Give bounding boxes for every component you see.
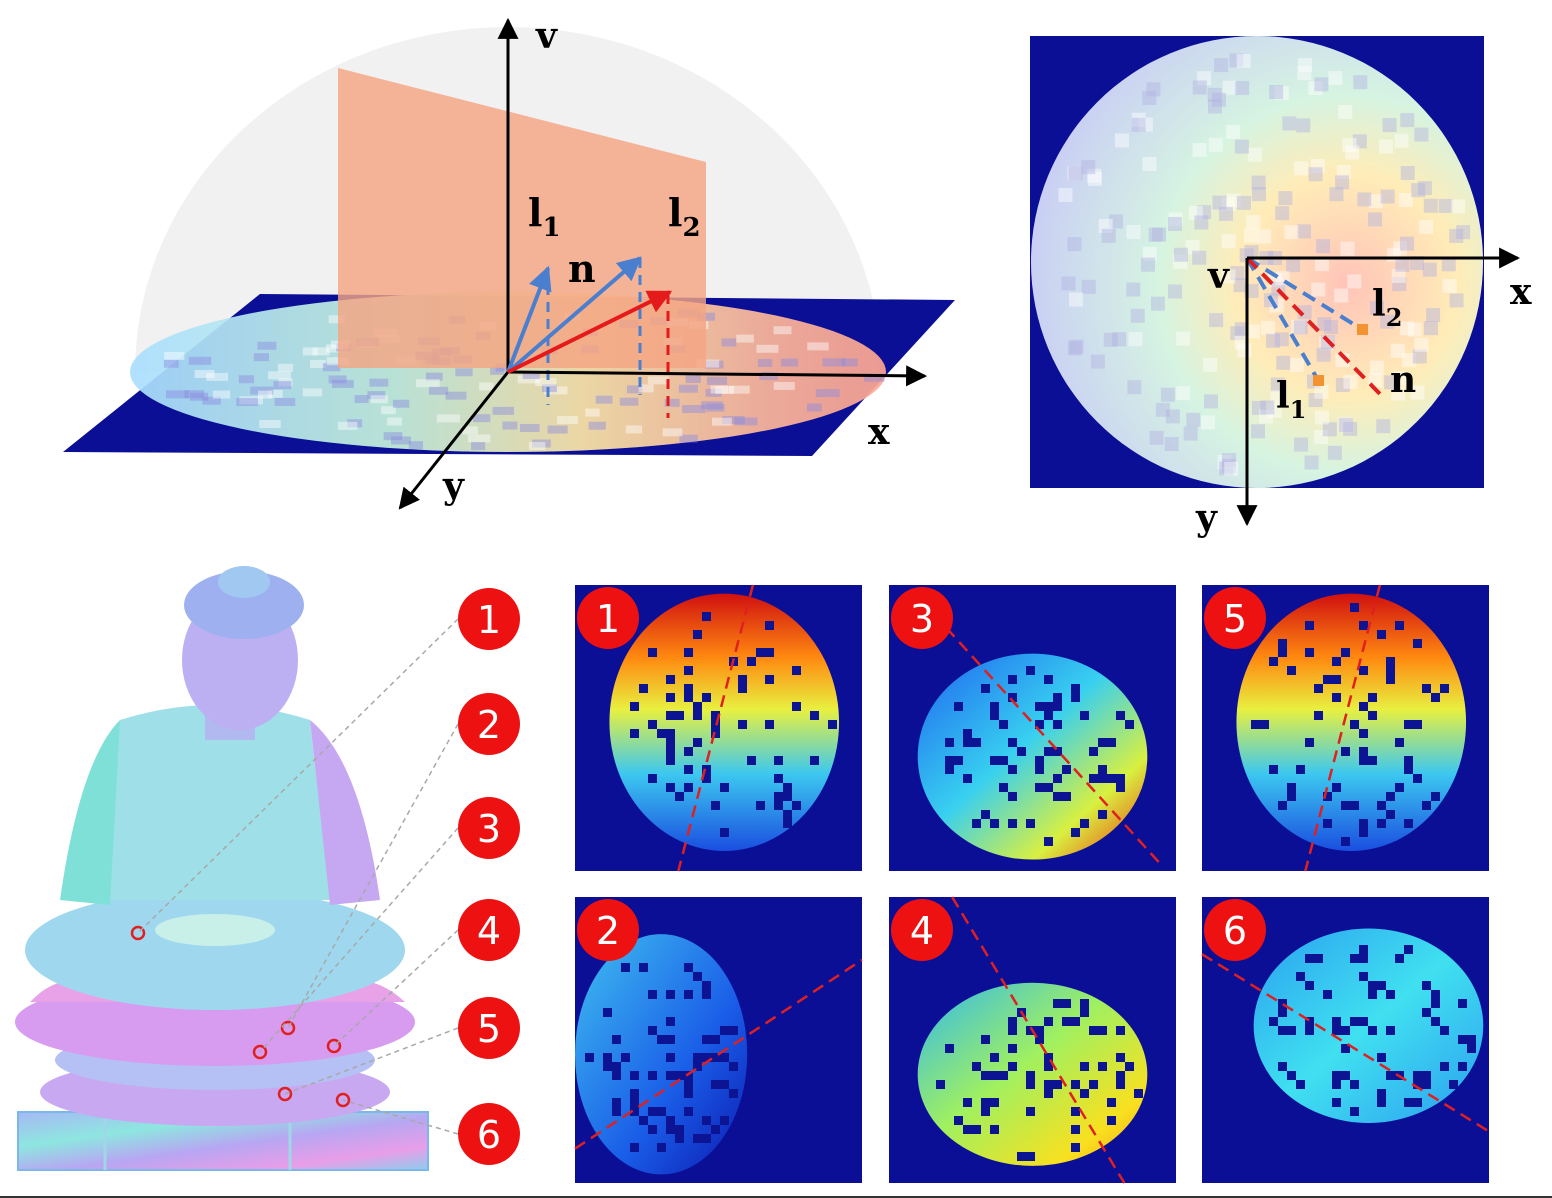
label-y: y [442, 465, 465, 507]
label-v: v [535, 15, 558, 57]
label-v-2d: v [1207, 255, 1230, 297]
label-y-2d: y [1195, 497, 1218, 539]
vector-n [507, 290, 673, 374]
statue-torso [95, 705, 335, 900]
vector-l2 [506, 256, 642, 374]
callout-number: 3 [477, 807, 501, 851]
callout-badge-2: 2 [458, 693, 520, 755]
heatmap-patch-1: 1 [575, 584, 862, 872]
callout-badge-5: 5 [458, 997, 520, 1059]
patch-number: 1 [596, 597, 620, 641]
label-n: n [568, 246, 596, 291]
label-l1-2d: l1 [1276, 375, 1306, 424]
label-x: x [868, 411, 890, 453]
patch-number: 6 [1223, 909, 1247, 953]
y-axis [398, 371, 510, 510]
callout-badge-6: 6 [458, 1103, 520, 1165]
heatmap-grid: 1 3 5 2 4 6 [574, 584, 1490, 1184]
label-l2-2d: l2 [1372, 283, 1402, 332]
observation-pixels [1058, 53, 1471, 476]
sample-markers [130, 925, 351, 1108]
callout-badge-3: 3 [458, 797, 520, 859]
incidence-plane [338, 68, 706, 368]
callout-badge-1: 1 [458, 588, 520, 650]
patch-number: 3 [910, 597, 934, 641]
callout-badge-4: 4 [458, 899, 520, 961]
vector-l1 [506, 265, 552, 373]
panel-2d: v x y n l1 l2 [1030, 36, 1532, 539]
callout-number: 5 [477, 1007, 501, 1051]
patch-number: 4 [910, 909, 934, 953]
callout-number: 6 [477, 1113, 501, 1157]
callout-number: 1 [477, 598, 501, 642]
patch-number: 5 [1223, 597, 1247, 641]
heatmap-patch-5: 5 [1202, 584, 1489, 872]
point-l2 [1357, 324, 1368, 335]
statue-lap [25, 890, 405, 1010]
callout-number: 4 [477, 909, 501, 953]
label-n-2d: n [1390, 359, 1416, 401]
callout-number: 2 [477, 703, 501, 747]
statue-normal-map: 1 2 3 4 5 6 [15, 566, 520, 1171]
label-l1: l1 [528, 190, 561, 243]
x-axis [507, 365, 928, 387]
heatmap-patch-6: 6 [1201, 897, 1490, 1183]
leader-lines [137, 618, 459, 1135]
point-l1 [1313, 375, 1324, 386]
patch-number: 2 [596, 909, 620, 953]
label-l2: l2 [668, 190, 701, 243]
callout-badges: 1 2 3 4 5 6 [458, 588, 520, 1165]
heatmap-patch-2: 2 [574, 897, 863, 1183]
heatmap-patch-3: 3 [889, 585, 1176, 871]
projected-pixels [163, 309, 885, 451]
panel-3d: v x y n l1 l2 [63, 15, 955, 510]
heatmap-patch-4: 4 [889, 896, 1176, 1184]
label-x-2d: x [1510, 271, 1532, 313]
bottom-border [0, 1196, 1552, 1198]
